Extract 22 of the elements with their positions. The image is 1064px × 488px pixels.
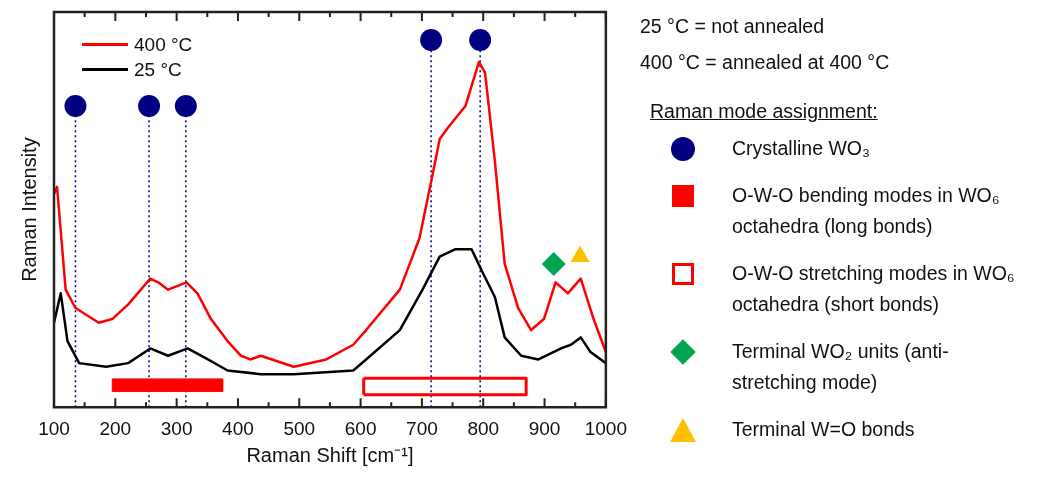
legend-label: Crystalline WO₃ (732, 136, 871, 161)
legend-label: O-W-O stretching modes in WO₆ octahedra (short bonds) (732, 261, 1016, 317)
x-tick-label: 700 (406, 417, 438, 439)
x-tick-label: 900 (528, 417, 561, 439)
text: 400 °C = annealed at 400 °C (640, 50, 891, 75)
x-axis-title: Raman Shift [cm⁻¹] (246, 443, 414, 466)
x-tick-label: 300 (160, 417, 193, 439)
x-tick-label: 800 (467, 417, 500, 439)
x-tick-label: 1000 (584, 417, 628, 439)
legend-label: O-W-O bending modes in WO₆ octahedra (long bonds) (732, 183, 1001, 239)
legend-title: Raman mode assignment: (650, 100, 879, 123)
text: 25 °C = not annealed (640, 14, 825, 39)
x-tick-label: 600 (344, 417, 377, 439)
y-axis-title: Raman Intensity (17, 137, 40, 282)
x-tick-label: 500 (283, 417, 316, 439)
legend-label: Terminal WO₂ units (anti-stretching mode) (732, 339, 950, 395)
x-tick-label: 400 (222, 417, 254, 439)
legend-label: Terminal W=O bonds (732, 417, 916, 442)
legend-label: 25 °C (134, 58, 182, 82)
x-tick-label: 100 (38, 417, 70, 439)
legend-label: 400 °C (134, 33, 193, 57)
x-tick-label: 200 (99, 417, 132, 439)
